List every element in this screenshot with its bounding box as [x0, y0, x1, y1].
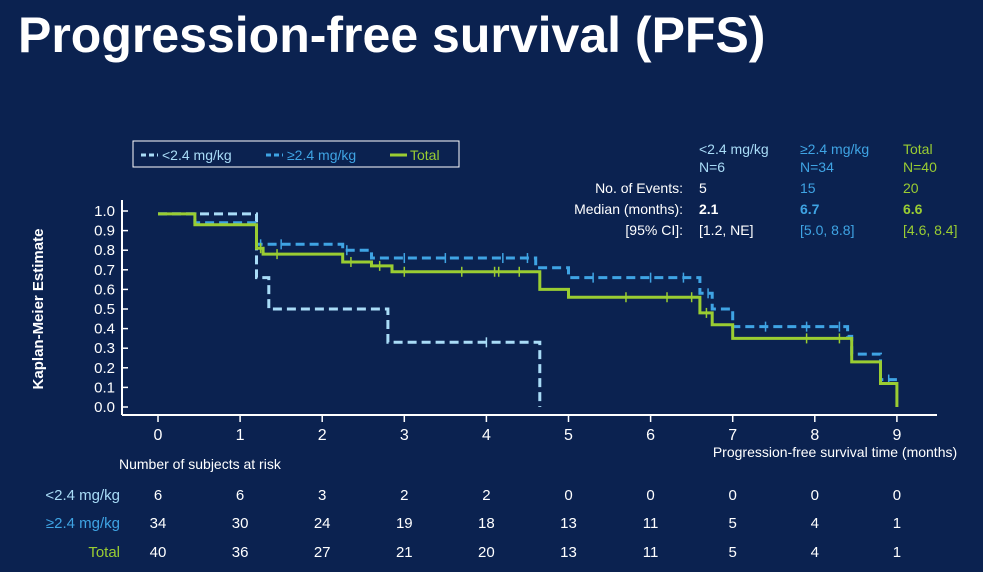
- risk-cell: 6: [236, 487, 244, 504]
- legend-box: [132, 140, 460, 168]
- x-ticks: 0 1 2 3 4 5 6 7 8 9: [154, 415, 901, 444]
- stats-header-low-2: N=6: [699, 159, 725, 175]
- risk-cell: 4: [811, 544, 819, 561]
- risk-cell: 0: [646, 487, 654, 504]
- y-tick-label: 0.9: [94, 223, 115, 240]
- y-ticks: 0.0 0.1 0.2 0.3 0.4 0.5 0.6 0.7 0.8 0.9 1.0: [94, 203, 128, 416]
- stats-row-ci-high: [5.0, 8.8]: [800, 222, 854, 238]
- risk-row-label: <2.4 mg/kg: [45, 487, 120, 504]
- x-tick-label: 0: [154, 427, 163, 444]
- y-tick-label: 0.6: [94, 281, 115, 298]
- risk-cell: 30: [232, 515, 249, 532]
- risk-cell: 34: [150, 515, 167, 532]
- stats-row-median-high: 6.7: [800, 201, 820, 217]
- page-title: Progression-free survival (PFS): [18, 7, 766, 63]
- x-tick-label: 9: [892, 427, 901, 444]
- risk-cell: 6: [154, 487, 162, 504]
- legend-label-total: Total: [410, 147, 440, 163]
- risk-cell: 21: [396, 544, 413, 561]
- y-tick-label: 0.4: [94, 321, 115, 338]
- y-tick-label: 0.1: [94, 379, 115, 396]
- risk-cell: 0: [729, 487, 737, 504]
- x-tick-label: 1: [236, 427, 245, 444]
- risk-cell: 0: [811, 487, 819, 504]
- y-tick-label: 0.7: [94, 262, 115, 279]
- y-axis-title: Kaplan-Meier Estimate: [30, 229, 47, 390]
- stats-row-ci-total: [4.6, 8.4]: [903, 222, 957, 238]
- x-tick-label: 2: [318, 427, 327, 444]
- y-tick-label: 0.5: [94, 301, 115, 318]
- stats-row-events-total: 20: [903, 180, 919, 196]
- x-tick-label: 4: [482, 427, 491, 444]
- stats-row-median-total: 6.6: [903, 201, 923, 217]
- stats-header-low-1: <2.4 mg/kg: [699, 141, 769, 157]
- x-axis-title: Progression-free survival time (months): [713, 444, 957, 460]
- risk-cell: 0: [893, 487, 901, 504]
- legend-label-high: ≥2.4 mg/kg: [287, 147, 356, 163]
- risk-cell: 19: [396, 515, 413, 532]
- risk-cell: 27: [314, 544, 331, 561]
- stats-header-total-1: Total: [903, 141, 933, 157]
- risk-cell: 2: [482, 487, 490, 504]
- stats-row-events-low: 5: [699, 180, 707, 196]
- risk-cell: 13: [560, 544, 577, 561]
- risk-cell: 1: [893, 544, 901, 561]
- risk-row-label: Total: [88, 544, 120, 561]
- stats-header-high-2: N=34: [800, 159, 834, 175]
- x-tick-label: 6: [646, 427, 655, 444]
- series-layer: [158, 212, 899, 407]
- risk-cell: 11: [643, 515, 659, 532]
- stats-row-ci-low: [1.2, NE]: [699, 222, 753, 238]
- stats-row-events-high: 15: [800, 180, 816, 196]
- stats-row-events-label: No. of Events:: [595, 180, 683, 196]
- risk-cell: 24: [314, 515, 331, 532]
- risk-cell: 20: [478, 544, 495, 561]
- risk-cell: 36: [232, 544, 249, 561]
- risk-cell: 3: [318, 487, 326, 504]
- legend-label-low: <2.4 mg/kg: [162, 147, 232, 163]
- risk-cell: 40: [150, 544, 167, 561]
- series-high-dose-line: [158, 212, 897, 382]
- x-tick-label: 7: [728, 427, 737, 444]
- risk-cell: 4: [811, 515, 819, 532]
- risk-table: <2.4 mg/kg 6 6 3 2 2 0 0 0 0 0≥2.4 mg/kg 34 30 24 19 18…: [45, 487, 901, 561]
- risk-cell: 5: [729, 515, 737, 532]
- risk-cell: 5: [729, 544, 737, 561]
- stats-row-median-label: Median (months):: [574, 201, 683, 217]
- x-tick-label: 3: [400, 427, 409, 444]
- x-tick-label: 5: [564, 427, 573, 444]
- risk-cell: 2: [400, 487, 408, 504]
- stats-header-high-1: ≥2.4 mg/kg: [800, 141, 869, 157]
- y-tick-label: 0.3: [94, 340, 115, 357]
- stats-table: <2.4 mg/kg N=6 ≥2.4 mg/kg N=34 Total N=4…: [574, 141, 957, 238]
- x-tick-label: 8: [810, 427, 819, 444]
- risk-cell: 13: [560, 515, 577, 532]
- risk-cell: 11: [643, 544, 659, 561]
- y-tick-label: 0.8: [94, 242, 115, 259]
- stats-row-median-low: 2.1: [699, 201, 719, 217]
- legend: <2.4 mg/kg ≥2.4 mg/kg Total: [132, 140, 460, 168]
- risk-cell: 0: [564, 487, 572, 504]
- y-tick-label: 0.0: [94, 399, 115, 416]
- series-low-dose-line: [158, 212, 542, 407]
- y-tick-label: 1.0: [94, 203, 115, 220]
- risk-cell: 1: [893, 515, 901, 532]
- risk-row-label: ≥2.4 mg/kg: [46, 515, 120, 532]
- stats-row-ci-label: [95% CI]:: [625, 222, 683, 238]
- y-tick-label: 0.2: [94, 360, 115, 377]
- risk-table-title: Number of subjects at risk: [119, 456, 282, 472]
- risk-cell: 18: [478, 515, 495, 532]
- stats-header-total-2: N=40: [903, 159, 937, 175]
